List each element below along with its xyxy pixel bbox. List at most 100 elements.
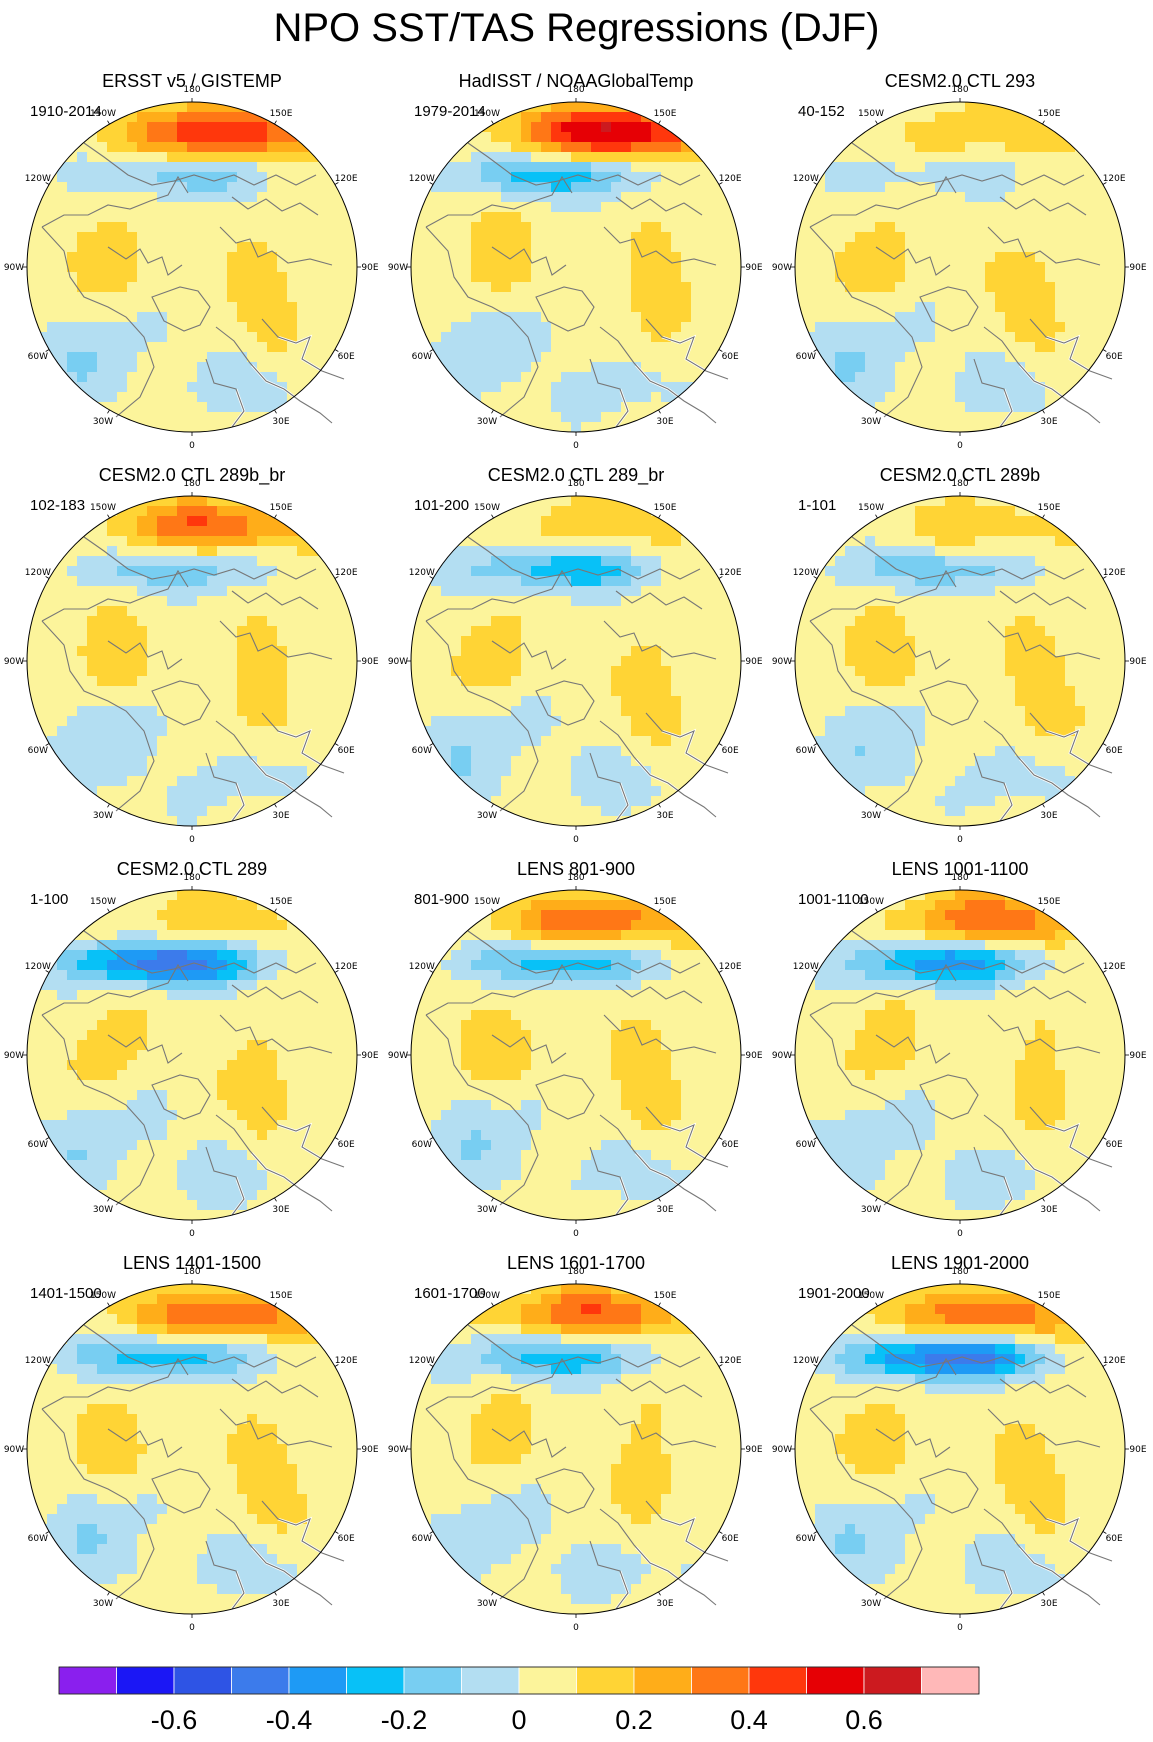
field-cell — [671, 516, 682, 527]
field-cell — [681, 302, 692, 313]
field-cell — [1085, 112, 1096, 123]
field-cell — [87, 596, 98, 607]
field-cell — [207, 656, 218, 667]
field-cell — [511, 312, 522, 323]
field-cell — [581, 372, 592, 383]
field-cell — [197, 736, 208, 747]
field-cell — [267, 636, 278, 647]
field-cell — [1085, 362, 1096, 373]
field-cell — [905, 372, 916, 383]
field-cell — [177, 392, 188, 403]
field-cell — [905, 352, 916, 363]
field-cell — [885, 362, 896, 373]
field-cell — [107, 756, 118, 767]
field-cell — [451, 222, 462, 233]
field-cell — [307, 626, 318, 637]
field-cell — [611, 242, 622, 253]
field-cell — [531, 556, 542, 567]
field-cell — [127, 556, 138, 567]
field-cell — [227, 352, 238, 363]
field-cell — [347, 312, 357, 323]
field-cell — [307, 716, 318, 727]
field-cell — [27, 152, 38, 163]
field-cell — [701, 556, 712, 567]
field-cell — [327, 102, 338, 113]
longitude-tick — [1102, 182, 1107, 185]
field-cell — [671, 332, 682, 343]
field-cell — [531, 192, 542, 203]
field-cell — [935, 362, 946, 373]
field-cell — [411, 132, 422, 143]
field-cell — [297, 252, 308, 263]
field-cell — [127, 796, 138, 807]
field-cell — [591, 252, 602, 263]
field-cell — [865, 192, 876, 203]
field-cell — [501, 342, 512, 353]
field-cell — [471, 536, 482, 547]
field-cell — [651, 546, 662, 557]
field-cell — [885, 192, 896, 203]
field-cell — [491, 222, 502, 233]
field-cell — [267, 776, 278, 787]
field-cell — [1045, 342, 1056, 353]
field-cell — [107, 352, 118, 363]
field-cell — [701, 222, 712, 233]
field-cell — [257, 526, 268, 537]
field-cell — [481, 262, 492, 273]
field-cell — [511, 142, 522, 153]
field-cell — [815, 202, 826, 213]
field-cell — [287, 676, 298, 687]
field-cell — [237, 132, 248, 143]
field-cell — [925, 422, 936, 432]
field-cell — [117, 796, 128, 807]
field-cell — [551, 102, 562, 113]
field-cell — [317, 786, 328, 797]
field-cell — [611, 252, 622, 263]
field-cell — [247, 726, 258, 737]
field-cell — [591, 536, 602, 547]
field-cell — [571, 132, 582, 143]
field-cell — [975, 122, 986, 133]
field-cell — [885, 282, 896, 293]
field-cell — [571, 202, 582, 213]
field-cell — [521, 282, 532, 293]
field-cell — [327, 342, 338, 353]
field-cell — [237, 716, 248, 727]
field-cell — [551, 132, 562, 143]
field-cell — [1115, 292, 1125, 303]
field-cell — [47, 716, 58, 727]
field-cell — [307, 746, 318, 757]
field-cell — [57, 142, 68, 153]
field-cell — [1015, 302, 1026, 313]
field-cell — [975, 202, 986, 213]
field-cell — [681, 546, 692, 557]
field-cell — [795, 292, 806, 303]
field-cell — [885, 402, 896, 413]
field-cell — [207, 112, 218, 123]
field-cell — [57, 352, 68, 363]
field-cell — [691, 122, 702, 133]
field-cell — [461, 332, 472, 343]
field-cell — [187, 686, 198, 697]
field-cell — [157, 746, 168, 757]
field-cell — [157, 786, 168, 797]
field-cell — [67, 182, 78, 193]
coastline-path — [215, 326, 333, 424]
field-cell — [287, 382, 298, 393]
field-cell — [865, 252, 876, 263]
field-cell — [491, 392, 502, 403]
field-cell — [317, 112, 328, 123]
field-cell — [865, 332, 876, 343]
field-cell — [147, 776, 158, 787]
field-cell — [541, 122, 552, 133]
field-cell — [207, 332, 218, 343]
field-cell — [327, 132, 338, 143]
field-cell — [167, 496, 178, 507]
field-cell — [147, 282, 158, 293]
field-cell — [461, 546, 472, 557]
field-cell — [965, 362, 976, 373]
field-cell — [177, 666, 188, 677]
field-cell — [247, 666, 258, 677]
field-cell — [187, 746, 198, 757]
field-cell — [491, 282, 502, 293]
